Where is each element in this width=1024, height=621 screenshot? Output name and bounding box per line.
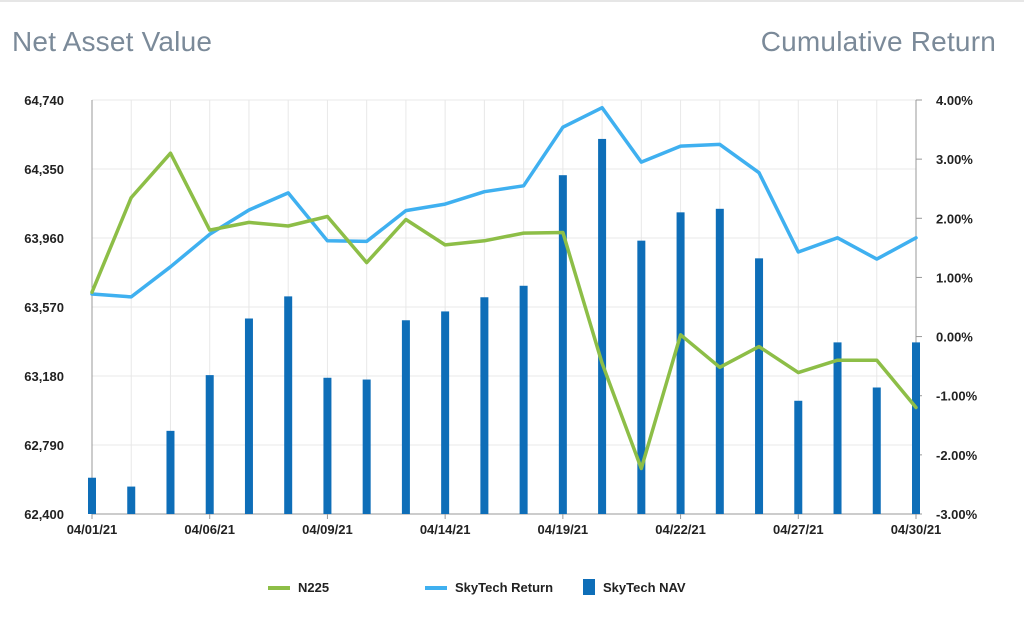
n225-line[interactable] <box>90 151 918 471</box>
x-tick-label: 04/01/21 <box>67 522 118 537</box>
nav-bar[interactable] <box>480 297 489 514</box>
legend-skytech-nav-label: SkyTech NAV <box>603 580 686 595</box>
y-left-tick-label: 63,180 <box>24 369 64 384</box>
nav-bar[interactable] <box>637 240 646 514</box>
x-tick-label: 04/22/21 <box>655 522 706 537</box>
legend-skytech-return-label: SkyTech Return <box>455 580 553 595</box>
x-tick-label: 04/14/21 <box>420 522 471 537</box>
nav-bar[interactable] <box>441 311 450 514</box>
nav-bar[interactable] <box>872 387 881 515</box>
y-right-tick-label: 4.00% <box>936 93 973 108</box>
nav-bar[interactable] <box>88 477 96 514</box>
x-tick-label: 04/27/21 <box>773 522 824 537</box>
right-axis-title: Cumulative Return <box>760 26 996 57</box>
y-right-tick-label: -2.00% <box>936 448 978 463</box>
x-tick-label: 04/09/21 <box>302 522 353 537</box>
x-tick-label: 04/19/21 <box>538 522 589 537</box>
nav-bar[interactable] <box>833 342 842 514</box>
nav-bar[interactable] <box>598 138 607 514</box>
nav-bar[interactable] <box>166 430 175 514</box>
nav-bar[interactable] <box>323 377 332 514</box>
nav-bar[interactable] <box>205 375 214 514</box>
y-left-tick-label: 62,790 <box>24 438 64 453</box>
nav-bar[interactable] <box>715 208 724 515</box>
y-left-tick-label: 63,960 <box>24 231 64 246</box>
y-right-tick-label: -1.00% <box>936 389 978 404</box>
y-left-tick-label: 64,350 <box>24 162 64 177</box>
nav-bar[interactable] <box>676 212 685 514</box>
nav-bar[interactable] <box>519 285 528 514</box>
y-right-tick-label: 2.00% <box>936 211 973 226</box>
y-right-tick-label: -3.00% <box>936 507 978 522</box>
nav-bar[interactable] <box>284 296 293 514</box>
nav-bar[interactable] <box>244 318 253 515</box>
y-left-tick-label: 63,570 <box>24 300 64 315</box>
y-right-tick-label: 0.00% <box>936 330 973 345</box>
nav-bar[interactable] <box>794 400 803 514</box>
x-tick-label: 04/30/21 <box>891 522 942 537</box>
nav-bar[interactable] <box>755 258 764 514</box>
legend-skytech-nav-swatch <box>583 579 595 595</box>
nav-bar[interactable] <box>912 342 920 514</box>
legend-n225-label: N225 <box>298 580 329 595</box>
x-tick-label: 04/06/21 <box>184 522 235 537</box>
nav-bar[interactable] <box>362 379 371 514</box>
y-right-tick-label: 3.00% <box>936 152 973 167</box>
left-axis-title: Net Asset Value <box>12 26 213 57</box>
nav-bar[interactable] <box>558 175 567 514</box>
y-left-tick-label: 64,740 <box>24 93 64 108</box>
nav-bar[interactable] <box>127 486 136 514</box>
y-left-tick-label: 62,400 <box>24 507 64 522</box>
skytech-return-line[interactable] <box>90 105 918 299</box>
y-right-tick-label: 1.00% <box>936 270 973 285</box>
nav-bar[interactable] <box>401 320 410 514</box>
